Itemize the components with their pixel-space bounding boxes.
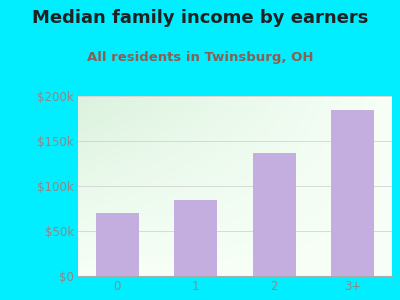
Text: Median family income by earners: Median family income by earners [32, 9, 368, 27]
Text: All residents in Twinsburg, OH: All residents in Twinsburg, OH [87, 51, 313, 64]
Bar [96, 213, 139, 276]
Bar [253, 153, 296, 276]
Bar [174, 200, 217, 276]
Bar [331, 110, 374, 276]
